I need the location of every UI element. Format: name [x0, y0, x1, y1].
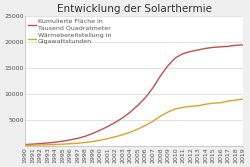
Wärmebereitstellung in
Gigawattstunden	[84, 141, 87, 143]
Wärmebereitstellung in
Gigawattstunden	[31, 144, 34, 146]
Kumulierte Fläche in
Tausend Quadratmeter	[136, 104, 140, 106]
Wärmebereitstellung in
Gigawattstunden	[227, 100, 230, 102]
Kumulierte Fläche in
Tausend Quadratmeter	[76, 137, 79, 139]
Kumulierte Fläche in
Tausend Quadratmeter	[189, 50, 192, 52]
Kumulierte Fläche in
Tausend Quadratmeter	[106, 125, 109, 127]
Wärmebereitstellung in
Gigawattstunden	[99, 139, 102, 141]
Kumulierte Fläche in
Tausend Quadratmeter	[234, 44, 237, 46]
Kumulierte Fläche in
Tausend Quadratmeter	[219, 46, 222, 48]
Wärmebereitstellung in
Gigawattstunden	[242, 98, 245, 100]
Kumulierte Fläche in
Tausend Quadratmeter	[24, 143, 26, 145]
Wärmebereitstellung in
Gigawattstunden	[166, 111, 170, 113]
Wärmebereitstellung in
Gigawattstunden	[129, 131, 132, 133]
Wärmebereitstellung in
Gigawattstunden	[91, 140, 94, 142]
Wärmebereitstellung in
Gigawattstunden	[234, 99, 237, 101]
Wärmebereitstellung in
Gigawattstunden	[61, 143, 64, 145]
Kumulierte Fläche in
Tausend Quadratmeter	[61, 140, 64, 142]
Kumulierte Fläche in
Tausend Quadratmeter	[174, 57, 177, 59]
Kumulierte Fläche in
Tausend Quadratmeter	[114, 121, 117, 123]
Wärmebereitstellung in
Gigawattstunden	[136, 128, 140, 130]
Wärmebereitstellung in
Gigawattstunden	[197, 105, 200, 107]
Line: Wärmebereitstellung in
Gigawattstunden: Wärmebereitstellung in Gigawattstunden	[25, 99, 243, 145]
Wärmebereitstellung in
Gigawattstunden	[159, 115, 162, 117]
Kumulierte Fläche in
Tausend Quadratmeter	[31, 143, 34, 145]
Kumulierte Fläche in
Tausend Quadratmeter	[129, 111, 132, 113]
Wärmebereitstellung in
Gigawattstunden	[219, 102, 222, 104]
Kumulierte Fläche in
Tausend Quadratmeter	[152, 87, 154, 89]
Wärmebereitstellung in
Gigawattstunden	[46, 144, 49, 146]
Wärmebereitstellung in
Gigawattstunden	[182, 106, 184, 108]
Kumulierte Fläche in
Tausend Quadratmeter	[69, 139, 72, 141]
Kumulierte Fläche in
Tausend Quadratmeter	[159, 75, 162, 77]
Kumulierte Fläche in
Tausend Quadratmeter	[182, 53, 184, 55]
Wärmebereitstellung in
Gigawattstunden	[69, 143, 72, 145]
Wärmebereitstellung in
Gigawattstunden	[212, 102, 215, 104]
Kumulierte Fläche in
Tausend Quadratmeter	[204, 47, 207, 49]
Kumulierte Fläche in
Tausend Quadratmeter	[227, 45, 230, 47]
Wärmebereitstellung in
Gigawattstunden	[106, 138, 109, 140]
Kumulierte Fläche in
Tausend Quadratmeter	[166, 64, 170, 66]
Wärmebereitstellung in
Gigawattstunden	[152, 120, 154, 122]
Title: Entwicklung der Solarthermie: Entwicklung der Solarthermie	[57, 4, 212, 14]
Kumulierte Fläche in
Tausend Quadratmeter	[38, 143, 42, 145]
Kumulierte Fläche in
Tausend Quadratmeter	[99, 129, 102, 131]
Kumulierte Fläche in
Tausend Quadratmeter	[197, 49, 200, 51]
Kumulierte Fläche in
Tausend Quadratmeter	[144, 97, 147, 99]
Wärmebereitstellung in
Gigawattstunden	[204, 103, 207, 105]
Wärmebereitstellung in
Gigawattstunden	[76, 142, 79, 144]
Wärmebereitstellung in
Gigawattstunden	[122, 134, 124, 136]
Kumulierte Fläche in
Tausend Quadratmeter	[54, 141, 57, 143]
Wärmebereitstellung in
Gigawattstunden	[24, 144, 26, 146]
Wärmebereitstellung in
Gigawattstunden	[38, 144, 42, 146]
Kumulierte Fläche in
Tausend Quadratmeter	[91, 132, 94, 134]
Kumulierte Fläche in
Tausend Quadratmeter	[212, 46, 215, 48]
Line: Kumulierte Fläche in
Tausend Quadratmeter: Kumulierte Fläche in Tausend Quadratmete…	[25, 45, 243, 144]
Kumulierte Fläche in
Tausend Quadratmeter	[242, 44, 245, 46]
Kumulierte Fläche in
Tausend Quadratmeter	[122, 117, 124, 119]
Kumulierte Fläche in
Tausend Quadratmeter	[84, 135, 87, 137]
Wärmebereitstellung in
Gigawattstunden	[174, 108, 177, 110]
Wärmebereitstellung in
Gigawattstunden	[114, 136, 117, 138]
Wärmebereitstellung in
Gigawattstunden	[54, 143, 57, 145]
Wärmebereitstellung in
Gigawattstunden	[144, 124, 147, 126]
Wärmebereitstellung in
Gigawattstunden	[189, 105, 192, 107]
Legend: Kumulierte Fläche in
Tausend Quadratmeter, Wärmebereitstellung in
Gigawattstunde: Kumulierte Fläche in Tausend Quadratmete…	[27, 18, 112, 45]
Kumulierte Fläche in
Tausend Quadratmeter	[46, 142, 49, 144]
